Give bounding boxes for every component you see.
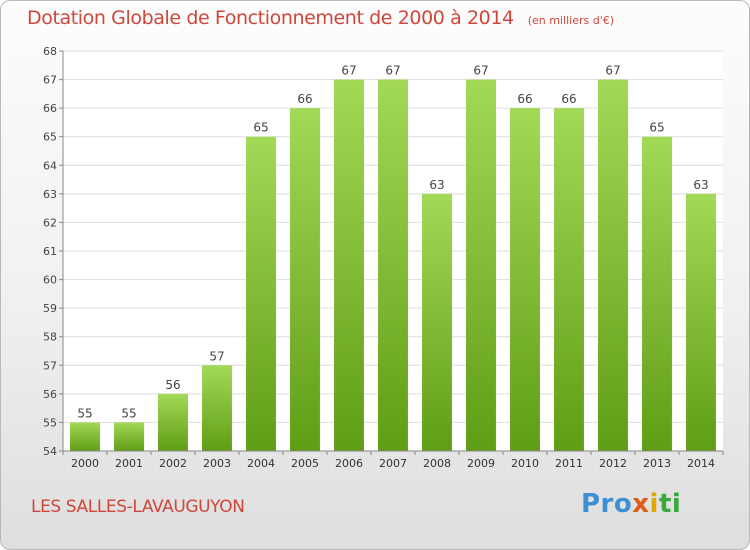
x-tick-label: 2005 xyxy=(291,457,319,470)
y-tick-label: 63 xyxy=(43,188,57,201)
data-label: 66 xyxy=(561,92,576,106)
chart-subtitle: (en milliers d'€) xyxy=(527,14,615,27)
data-label: 63 xyxy=(429,178,444,192)
y-tick-label: 58 xyxy=(43,331,57,344)
x-tick-label: 2009 xyxy=(467,457,495,470)
x-tick-label: 2008 xyxy=(423,457,451,470)
bar xyxy=(466,79,496,452)
y-tick-label: 68 xyxy=(43,45,57,58)
data-label: 65 xyxy=(253,121,268,135)
bar xyxy=(554,108,584,452)
y-tick-label: 60 xyxy=(43,274,57,287)
x-tick-label: 2011 xyxy=(555,457,583,470)
bar xyxy=(598,79,628,452)
proxiti-logo[interactable]: Proxiti xyxy=(581,489,681,519)
bar xyxy=(202,365,232,451)
logo-part-1: Pro xyxy=(581,489,633,519)
y-tick-label: 64 xyxy=(43,159,57,172)
x-tick-label: 2010 xyxy=(511,457,539,470)
data-label: 67 xyxy=(473,64,488,78)
data-label: 55 xyxy=(77,406,92,420)
data-label: 66 xyxy=(517,92,532,106)
logo-part-4: ti xyxy=(658,489,682,519)
x-tick-label: 2001 xyxy=(115,457,143,470)
data-label: 56 xyxy=(165,378,180,392)
data-label: 55 xyxy=(121,406,136,420)
x-tick-label: 2012 xyxy=(599,457,627,470)
y-tick-label: 65 xyxy=(43,131,57,144)
bar xyxy=(510,108,540,452)
bar xyxy=(70,422,100,451)
x-tick-label: 2014 xyxy=(687,457,715,470)
data-label: 57 xyxy=(209,349,224,363)
y-tick-label: 54 xyxy=(43,445,57,458)
data-label: 67 xyxy=(385,64,400,78)
chart-title: Dotation Globale de Fonctionnement de 20… xyxy=(27,7,614,29)
data-label: 65 xyxy=(649,121,664,135)
bar xyxy=(686,193,716,451)
y-axis: 54 55 56 57 58 59 60 61 62 63 64 65 66 67 68 xyxy=(43,45,63,458)
y-tick-label: 59 xyxy=(43,302,57,315)
bar xyxy=(422,193,452,451)
bar xyxy=(290,108,320,452)
x-tick-label: 2003 xyxy=(203,457,231,470)
x-tick-label: 2004 xyxy=(247,457,275,470)
x-tick-label: 2013 xyxy=(643,457,671,470)
bar xyxy=(642,136,672,451)
bar xyxy=(114,422,144,451)
data-label: 67 xyxy=(341,64,356,78)
y-tick-label: 66 xyxy=(43,102,57,115)
bar xyxy=(158,393,188,451)
y-tick-label: 56 xyxy=(43,388,57,401)
bars xyxy=(70,79,716,452)
y-tick-label: 62 xyxy=(43,216,57,229)
data-labels: 55 55 56 57 65 66 67 67 63 67 66 66 67 65 63 xyxy=(77,64,708,421)
logo-part-2: x xyxy=(632,489,650,519)
x-tick-label: 2000 xyxy=(71,457,99,470)
y-tick-label: 61 xyxy=(43,245,57,258)
y-tick-label: 55 xyxy=(43,416,57,429)
data-label: 63 xyxy=(693,178,708,192)
y-tick-label: 57 xyxy=(43,359,57,372)
data-label: 67 xyxy=(605,64,620,78)
y-tick-label: 67 xyxy=(43,74,57,87)
x-axis: 2000 2001 2002 2003 2004 2005 2006 2007 2008 2009… xyxy=(62,451,724,470)
axis-lines xyxy=(62,51,723,452)
logo-part-3: i xyxy=(649,489,659,519)
x-tick-label: 2006 xyxy=(335,457,363,470)
x-tick-label: 2002 xyxy=(159,457,187,470)
bar xyxy=(246,136,276,451)
data-label: 66 xyxy=(297,92,312,106)
bar xyxy=(334,79,364,452)
chart-title-text: Dotation Globale de Fonctionnement de 20… xyxy=(27,7,514,29)
x-tick-label: 2007 xyxy=(379,457,407,470)
bar xyxy=(378,79,408,452)
commune-name: LES SALLES-LAVAUGUYON xyxy=(31,497,245,517)
